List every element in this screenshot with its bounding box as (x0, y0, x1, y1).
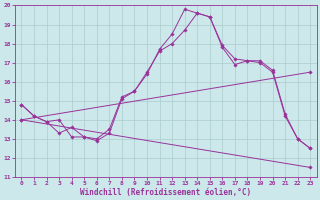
X-axis label: Windchill (Refroidissement éolien,°C): Windchill (Refroidissement éolien,°C) (80, 188, 252, 197)
